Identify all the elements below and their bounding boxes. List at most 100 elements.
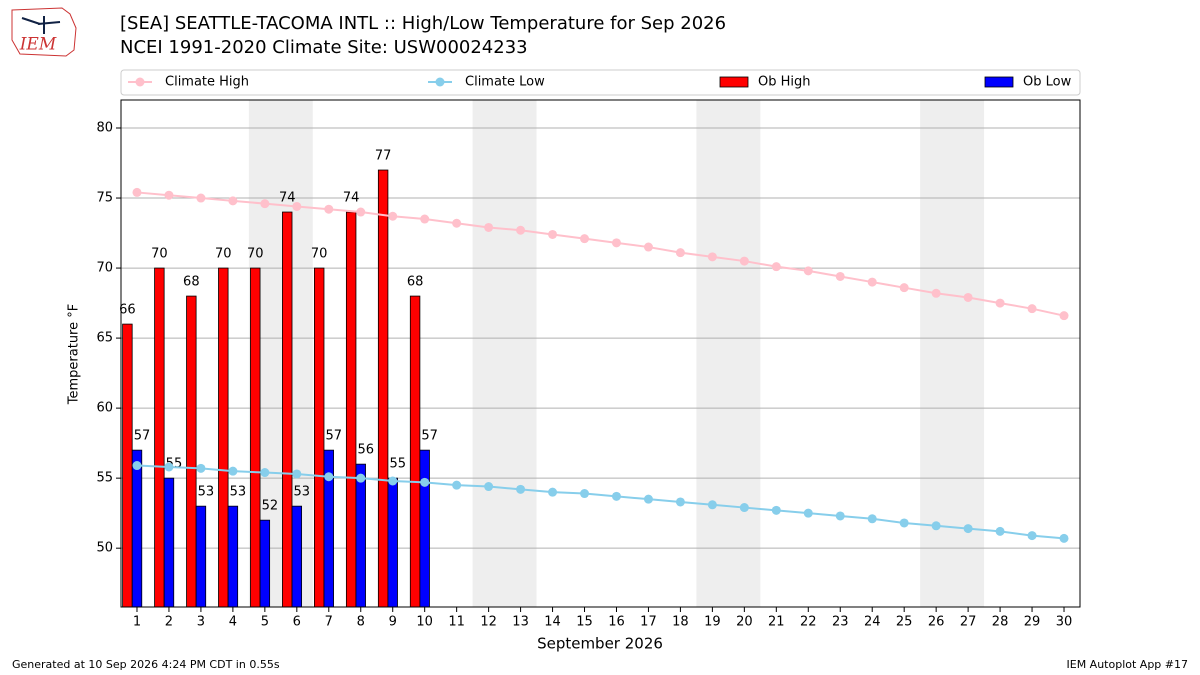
x-tick-label: 27 [960, 615, 977, 630]
point [643, 242, 653, 252]
chart-title: [SEA] SEATTLE-TACOMA INTL :: High/Low Te… [120, 13, 726, 34]
point [516, 484, 526, 494]
legend-label: Ob High [758, 75, 811, 90]
y-axis-label: Temperature °F [67, 304, 82, 405]
x-tick-label: 2 [165, 615, 173, 630]
data-label: 74 [279, 191, 296, 206]
x-tick-label: 22 [800, 615, 817, 630]
data-label: 55 [389, 457, 406, 472]
point [1027, 304, 1037, 314]
bar [259, 519, 271, 608]
bar [355, 463, 366, 608]
x-tick-label: 24 [864, 615, 881, 630]
point [356, 473, 366, 483]
x-tick-label: 13 [512, 615, 529, 630]
x-tick-label: 9 [389, 615, 397, 630]
point [899, 283, 909, 293]
data-label: 53 [230, 485, 247, 500]
point [164, 462, 174, 472]
point [803, 266, 813, 276]
data-label: 68 [183, 275, 200, 290]
bar [195, 505, 207, 608]
x-tick-label: 19 [704, 615, 721, 630]
bar [282, 211, 293, 608]
point [771, 262, 781, 272]
point [196, 463, 206, 473]
point [132, 187, 142, 197]
point [995, 526, 1005, 536]
point [611, 238, 621, 248]
point [388, 211, 398, 221]
x-tick-label: 17 [640, 615, 657, 630]
data-label: 57 [421, 429, 438, 444]
point [835, 511, 845, 521]
point [484, 222, 494, 232]
x-tick-label: 14 [544, 615, 561, 630]
y-tick-label: 60 [96, 401, 113, 416]
point [675, 248, 685, 258]
y-tick-label: 80 [96, 121, 113, 136]
point [739, 503, 749, 513]
data-label: 70 [151, 247, 168, 262]
data-label: 52 [262, 499, 279, 514]
point [739, 256, 749, 266]
x-axis-label: September 2026 [537, 635, 663, 653]
x-tick-label: 5 [261, 615, 269, 630]
line [136, 191, 1065, 317]
x-tick-label: 7 [325, 615, 333, 630]
point [420, 214, 430, 224]
point [867, 277, 877, 287]
point [356, 207, 366, 217]
point [643, 494, 653, 504]
point [963, 524, 973, 534]
point [292, 201, 302, 211]
footer-right: IEM Autoplot App #17 [1067, 658, 1189, 671]
point [260, 199, 270, 209]
x-tick-label: 20 [736, 615, 753, 630]
point [324, 472, 334, 482]
x-tick-label: 23 [832, 615, 849, 630]
point [899, 518, 909, 528]
legend-swatch [719, 76, 749, 88]
x-tick-label: 16 [608, 615, 625, 630]
y-tick-label: 65 [96, 331, 113, 346]
chart-subtitle: NCEI 1991-2020 Climate Site: USW00024233 [120, 37, 528, 58]
bar [377, 169, 389, 608]
bar [291, 505, 303, 608]
bar [419, 449, 430, 608]
point [228, 466, 238, 476]
data-label: 56 [357, 443, 374, 458]
x-tick-label: 26 [928, 615, 945, 630]
point [675, 497, 685, 507]
point [931, 288, 941, 298]
x-tick-label: 29 [1024, 615, 1041, 630]
x-tick-label: 10 [416, 615, 433, 630]
line [136, 464, 1065, 540]
data-label: 57 [134, 429, 151, 444]
data-label: 70 [215, 247, 232, 262]
data-label: 66 [119, 303, 136, 318]
legend-box [120, 69, 1081, 96]
x-tick-label: 30 [1056, 615, 1073, 630]
point [611, 491, 621, 501]
bar [218, 267, 229, 608]
bar [345, 211, 357, 608]
x-tick-label: 8 [357, 615, 365, 630]
data-label: 74 [343, 191, 360, 206]
data-label: 57 [326, 429, 343, 444]
point [707, 252, 717, 262]
point [388, 476, 398, 486]
legend-swatch [984, 76, 1014, 88]
point [132, 461, 142, 471]
y-tick-label: 55 [96, 471, 113, 486]
point [452, 480, 462, 490]
logo: IEM [11, 7, 77, 57]
data-label: 53 [294, 485, 311, 500]
point [228, 196, 238, 206]
legend-item: Ob Low [984, 75, 1072, 90]
x-tick-label: 6 [293, 615, 301, 630]
point [771, 505, 781, 515]
x-tick-label: 28 [992, 615, 1009, 630]
x-tick-label: 1 [133, 615, 141, 630]
